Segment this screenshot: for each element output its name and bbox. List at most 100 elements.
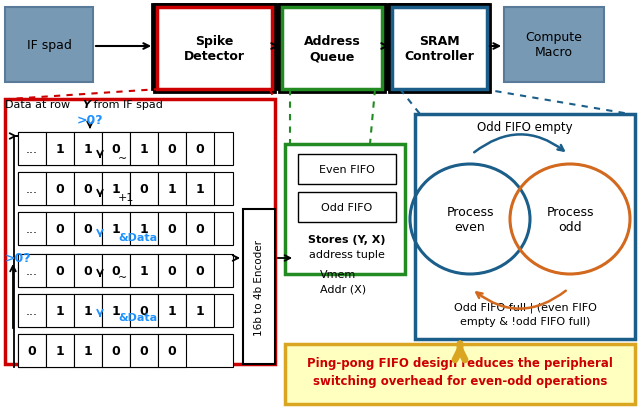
Text: 0: 0	[84, 182, 92, 196]
Bar	[389, 5, 490, 93]
Bar	[102, 334, 130, 367]
Text: Vmem: Vmem	[320, 270, 356, 279]
Text: 0: 0	[196, 222, 204, 236]
Text: 1: 1	[56, 304, 65, 317]
Text: IF spad: IF spad	[27, 39, 72, 52]
Bar	[130, 213, 158, 245]
Bar	[158, 334, 186, 367]
Bar	[5, 100, 275, 364]
Text: 1: 1	[196, 182, 204, 196]
Text: Odd FIFO: Odd FIFO	[321, 202, 372, 213]
Bar	[18, 294, 46, 327]
Text: 1: 1	[168, 182, 177, 196]
Bar	[46, 254, 74, 287]
Bar	[18, 213, 233, 245]
Text: from IF spad: from IF spad	[90, 100, 163, 110]
Text: empty & !odd FIFO full): empty & !odd FIFO full)	[460, 316, 590, 326]
Bar	[74, 334, 102, 367]
Bar	[102, 173, 130, 205]
Text: Process
odd: Process odd	[547, 205, 594, 234]
Bar	[504, 8, 604, 83]
Bar	[18, 294, 233, 327]
Bar	[18, 133, 233, 166]
Bar	[298, 193, 396, 222]
Text: 0: 0	[168, 143, 177, 155]
Text: Address
Queue: Address Queue	[303, 35, 360, 63]
Text: Even FIFO: Even FIFO	[319, 164, 375, 175]
Text: Ping-pong FIFO design reduces the peripheral: Ping-pong FIFO design reduces the periph…	[307, 356, 613, 369]
Text: 1: 1	[84, 344, 92, 357]
Bar	[18, 133, 46, 166]
Bar	[285, 145, 405, 274]
Text: 0: 0	[111, 344, 120, 357]
Text: Stores (Y, X): Stores (Y, X)	[308, 234, 386, 245]
Text: >0?: >0?	[5, 251, 31, 264]
Bar	[102, 254, 130, 287]
Text: ...: ...	[26, 143, 38, 155]
Bar	[186, 173, 214, 205]
Text: Spike
Detector: Spike Detector	[184, 35, 245, 63]
Bar	[18, 254, 46, 287]
Text: ...: ...	[26, 182, 38, 196]
Text: >0?: >0?	[77, 113, 103, 126]
Text: Odd FIFO empty: Odd FIFO empty	[477, 121, 573, 134]
Bar	[298, 155, 396, 184]
Bar	[46, 173, 74, 205]
Text: 0: 0	[168, 264, 177, 277]
Bar	[130, 254, 158, 287]
Bar	[130, 334, 158, 367]
Text: Addr (X): Addr (X)	[320, 283, 366, 293]
Bar	[102, 213, 130, 245]
Text: 1: 1	[84, 143, 92, 155]
Bar	[157, 8, 272, 90]
Text: 0: 0	[140, 304, 148, 317]
Bar	[5, 8, 93, 83]
Text: 0: 0	[168, 344, 177, 357]
Bar	[74, 173, 102, 205]
Text: 0: 0	[140, 344, 148, 357]
Text: Process
even: Process even	[446, 205, 493, 234]
Text: 0: 0	[56, 264, 65, 277]
Text: address tuple: address tuple	[309, 249, 385, 259]
Bar	[279, 5, 385, 93]
Bar	[18, 334, 46, 367]
Text: 0: 0	[196, 264, 204, 277]
Text: 0: 0	[196, 143, 204, 155]
Bar	[18, 254, 233, 287]
Bar	[102, 294, 130, 327]
Text: ...: ...	[26, 264, 38, 277]
Bar	[158, 213, 186, 245]
Text: 1: 1	[111, 222, 120, 236]
Text: 0: 0	[84, 222, 92, 236]
Bar	[18, 173, 233, 205]
Text: &Data: &Data	[118, 232, 157, 243]
Text: 0: 0	[111, 264, 120, 277]
Bar	[158, 254, 186, 287]
Bar	[186, 254, 214, 287]
Text: switching overhead for even-odd operations: switching overhead for even-odd operatio…	[313, 375, 607, 388]
Bar	[154, 5, 275, 93]
Bar	[18, 213, 46, 245]
Text: Odd FIFO full | (even FIFO: Odd FIFO full | (even FIFO	[454, 302, 596, 312]
Bar	[282, 8, 382, 90]
Text: ~: ~	[118, 154, 127, 164]
Text: 1: 1	[56, 344, 65, 357]
Text: 0: 0	[56, 222, 65, 236]
Bar	[46, 133, 74, 166]
Bar	[102, 133, 130, 166]
Text: 1: 1	[56, 143, 65, 155]
Text: 0: 0	[168, 222, 177, 236]
Text: Y: Y	[82, 100, 90, 110]
Bar	[186, 213, 214, 245]
Text: 16b to 4b Encoder: 16b to 4b Encoder	[254, 239, 264, 335]
Bar	[186, 294, 214, 327]
Text: 1: 1	[84, 304, 92, 317]
Text: SRAM
Controller: SRAM Controller	[404, 35, 474, 63]
Text: 0: 0	[28, 344, 36, 357]
Bar	[392, 8, 487, 90]
Bar	[243, 209, 275, 364]
Text: 1: 1	[140, 264, 148, 277]
Bar	[74, 213, 102, 245]
Text: Data at row: Data at row	[5, 100, 74, 110]
Text: ...: ...	[26, 304, 38, 317]
